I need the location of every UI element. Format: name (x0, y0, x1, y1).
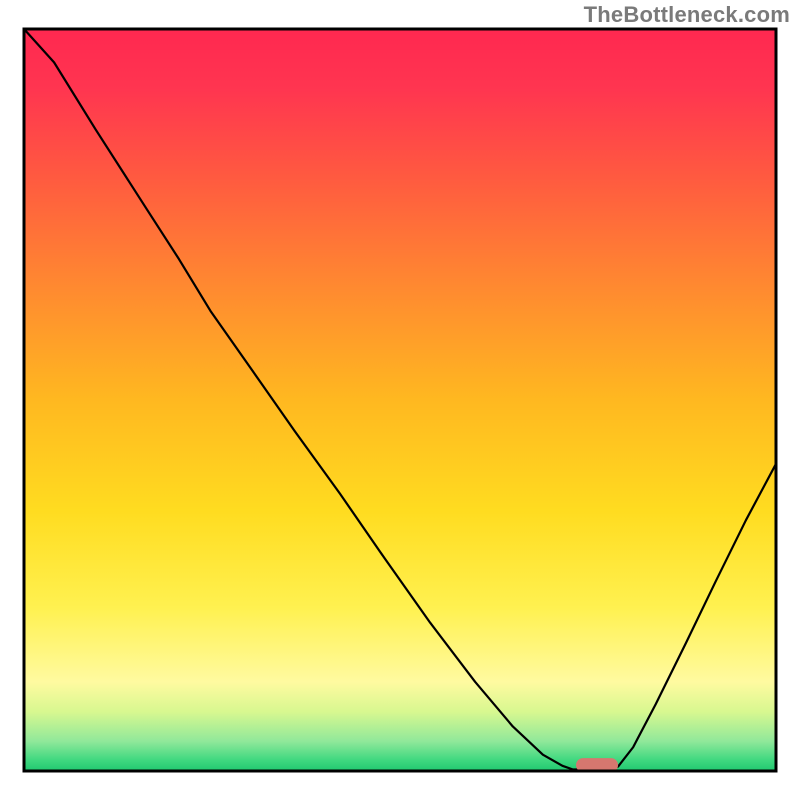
gradient-background (24, 29, 776, 771)
chart-canvas: TheBottleneck.com (0, 0, 800, 800)
bottleneck-chart (0, 0, 800, 800)
watermark-text: TheBottleneck.com (584, 2, 790, 28)
